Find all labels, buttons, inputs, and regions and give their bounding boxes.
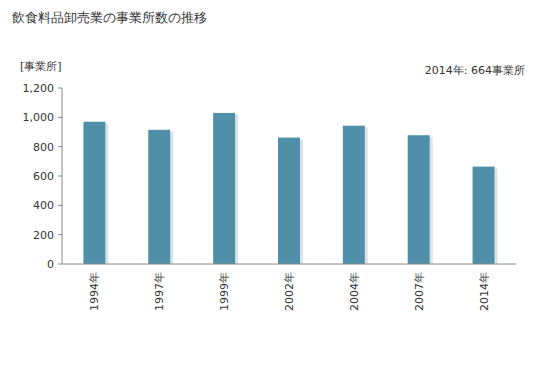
x-tick-label: 1994年 bbox=[88, 272, 101, 311]
bar bbox=[83, 122, 105, 264]
y-tick bbox=[58, 264, 62, 265]
title: 飲食料品卸売業の事業所数の推移 bbox=[12, 10, 207, 25]
x-tick-label: 1997年 bbox=[153, 272, 166, 311]
y-tick-label: 200 bbox=[33, 229, 54, 242]
bar bbox=[343, 126, 365, 264]
x-tick-label: 2004年 bbox=[348, 272, 361, 311]
y-tick bbox=[58, 88, 62, 89]
x-tick-label: 2014年 bbox=[478, 272, 491, 311]
annotation: 2014年: 664事業所 bbox=[425, 64, 525, 77]
bar bbox=[213, 113, 235, 264]
y-tick-label: 1,000 bbox=[23, 111, 55, 124]
bars bbox=[83, 113, 497, 264]
y-tick-label: 800 bbox=[33, 141, 54, 154]
x-tick-label: 1999年 bbox=[218, 272, 231, 311]
x-axis bbox=[62, 264, 516, 265]
y-tick bbox=[58, 146, 62, 147]
x-tick-label: 2007年 bbox=[413, 272, 426, 311]
bar-shadow bbox=[430, 137, 433, 264]
bar bbox=[278, 138, 300, 264]
y-tick-label: 1,200 bbox=[23, 82, 55, 95]
y-label: [事業所] bbox=[20, 60, 62, 73]
y-tick bbox=[58, 205, 62, 206]
bar bbox=[408, 135, 430, 264]
bar bbox=[473, 167, 495, 264]
bar-shadow bbox=[365, 128, 368, 264]
y-tick-label: 600 bbox=[33, 170, 54, 183]
y-tick bbox=[58, 234, 62, 235]
y-tick bbox=[58, 117, 62, 118]
y-tick-label: 400 bbox=[33, 199, 54, 212]
x-tick-label: 2002年 bbox=[283, 272, 296, 311]
y-tick bbox=[58, 176, 62, 177]
bar-shadow bbox=[170, 132, 173, 264]
bar-shadow bbox=[495, 169, 498, 264]
y-axis bbox=[62, 88, 63, 264]
y-tick-label: 0 bbox=[47, 258, 54, 271]
bar-shadow bbox=[300, 140, 303, 264]
bar-shadow bbox=[105, 124, 108, 264]
bar-shadow bbox=[235, 115, 238, 264]
bar bbox=[148, 130, 170, 264]
chart: 飲食料品卸売業の事業所数の推移 [事業所] 2014年: 664事業所 0 200 400… bbox=[0, 0, 560, 366]
